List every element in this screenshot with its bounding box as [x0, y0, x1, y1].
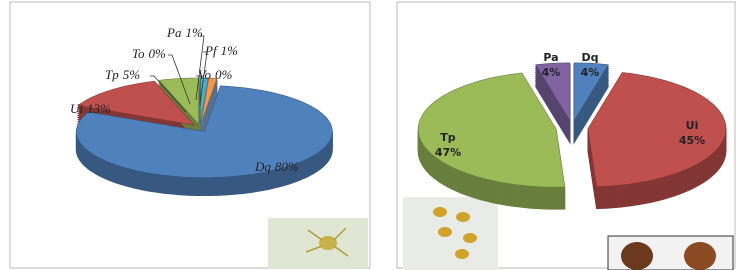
- slice-category: Dq: [254, 159, 271, 174]
- slice-category: Tp: [105, 67, 119, 82]
- slice-category: Tp: [440, 131, 456, 144]
- slice-category: Ui: [686, 119, 699, 132]
- slice-label: Tp 5%: [105, 67, 140, 82]
- slice-value: 45%: [679, 134, 705, 147]
- photo-mite: [268, 218, 368, 268]
- slice-value: 0%: [149, 46, 167, 61]
- slice-category: Vo: [198, 67, 212, 82]
- slice-category: Pa: [543, 51, 558, 64]
- figure: Dq80%Ui13%Tp5%To0%Pa1%Pf1%Vo0%Dq4%Ui45%T…: [0, 0, 736, 270]
- photo-eggs: [403, 197, 498, 270]
- slice-value: 1%: [185, 25, 203, 40]
- slice-value: 0%: [215, 67, 233, 82]
- slice-value: 4%: [581, 66, 600, 79]
- slice-value: 47%: [435, 146, 461, 159]
- slice-value: 1%: [221, 43, 239, 58]
- slice-category: Dq: [581, 51, 598, 64]
- slice-label: To 0%: [132, 46, 166, 61]
- slice-value: 4%: [542, 66, 561, 79]
- slice-value: 5%: [123, 67, 141, 82]
- slice-category: Ui: [70, 101, 83, 116]
- slice-value: 80%: [275, 159, 299, 174]
- slice-category: To: [132, 46, 145, 61]
- slice-label: Ui 13%: [70, 101, 111, 116]
- slice-label: Dq 80%: [254, 159, 299, 174]
- slice-value: 13%: [87, 101, 111, 116]
- photo-adults: [608, 236, 733, 270]
- slice-category: Pa: [166, 25, 182, 40]
